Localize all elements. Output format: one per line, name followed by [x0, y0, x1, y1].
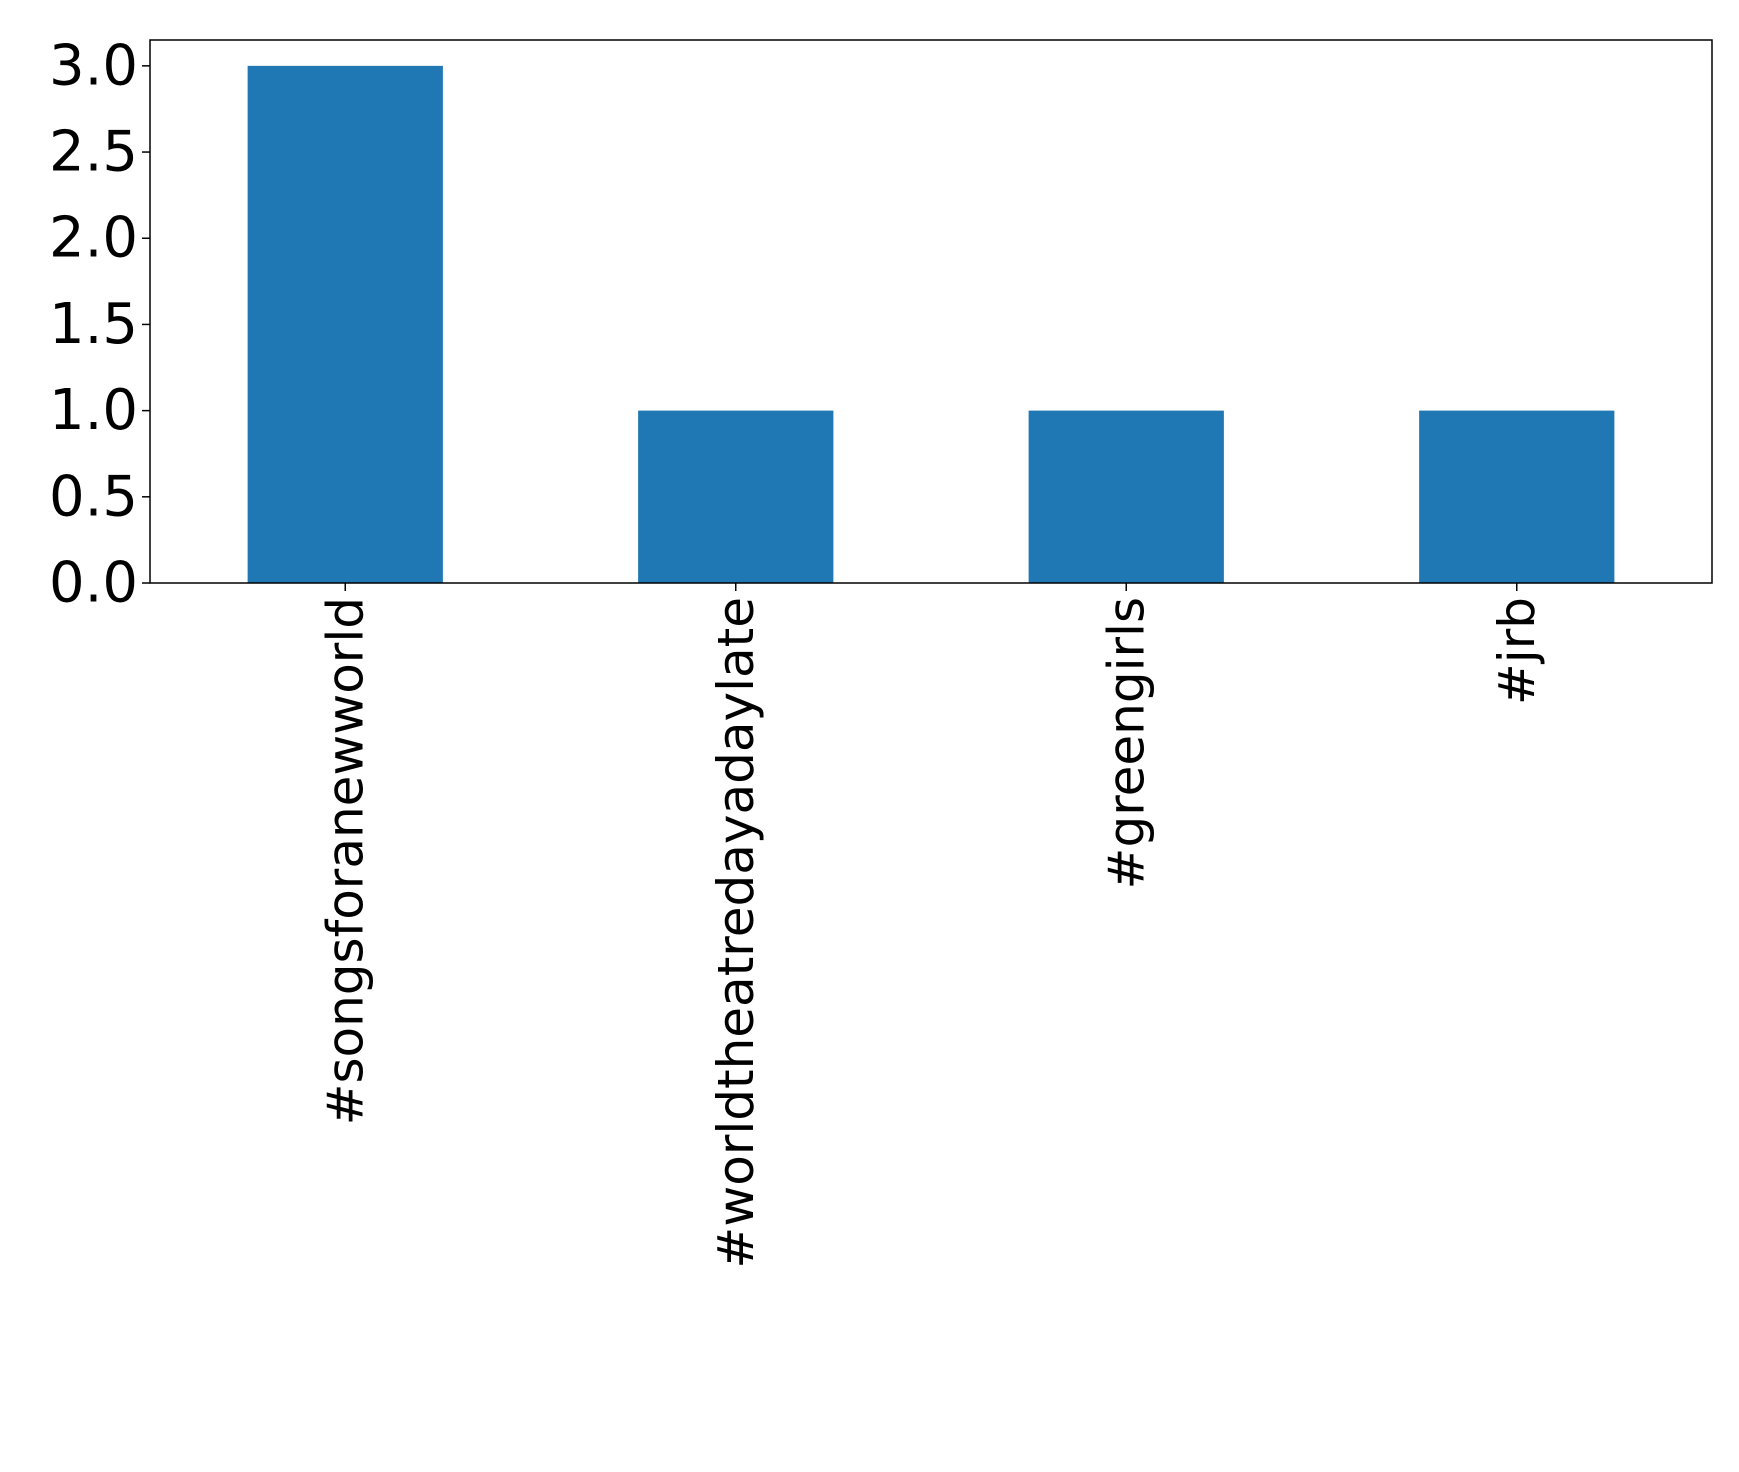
x-tick-label: #jrb — [1488, 597, 1546, 705]
x-tick-label: #worldtheatredayadaylate — [707, 597, 765, 1269]
y-tick-label: 0.5 — [49, 464, 138, 529]
y-tick-label: 1.0 — [49, 378, 138, 443]
y-tick-label: 0.0 — [49, 551, 138, 616]
bar — [247, 65, 443, 584]
y-axis: 0.0 0.5 1.0 1.5 2.0 2.5 3.0 — [49, 33, 150, 616]
x-tick-label: #songsforanewworld — [316, 597, 374, 1125]
y-tick-label: 3.0 — [49, 33, 138, 98]
y-tick-label: 2.0 — [49, 206, 138, 271]
x-tick-label: #greengirls — [1097, 597, 1155, 889]
bar — [1028, 410, 1224, 583]
bars-group — [247, 65, 1615, 584]
y-tick-label: 2.5 — [49, 120, 138, 185]
plot-frame — [149, 39, 1713, 584]
bar — [1419, 410, 1615, 583]
bar — [638, 410, 834, 583]
y-tick-label: 1.5 — [49, 292, 138, 357]
x-axis: #songsforanewworld #worldtheatredayadayla… — [316, 583, 1546, 1269]
